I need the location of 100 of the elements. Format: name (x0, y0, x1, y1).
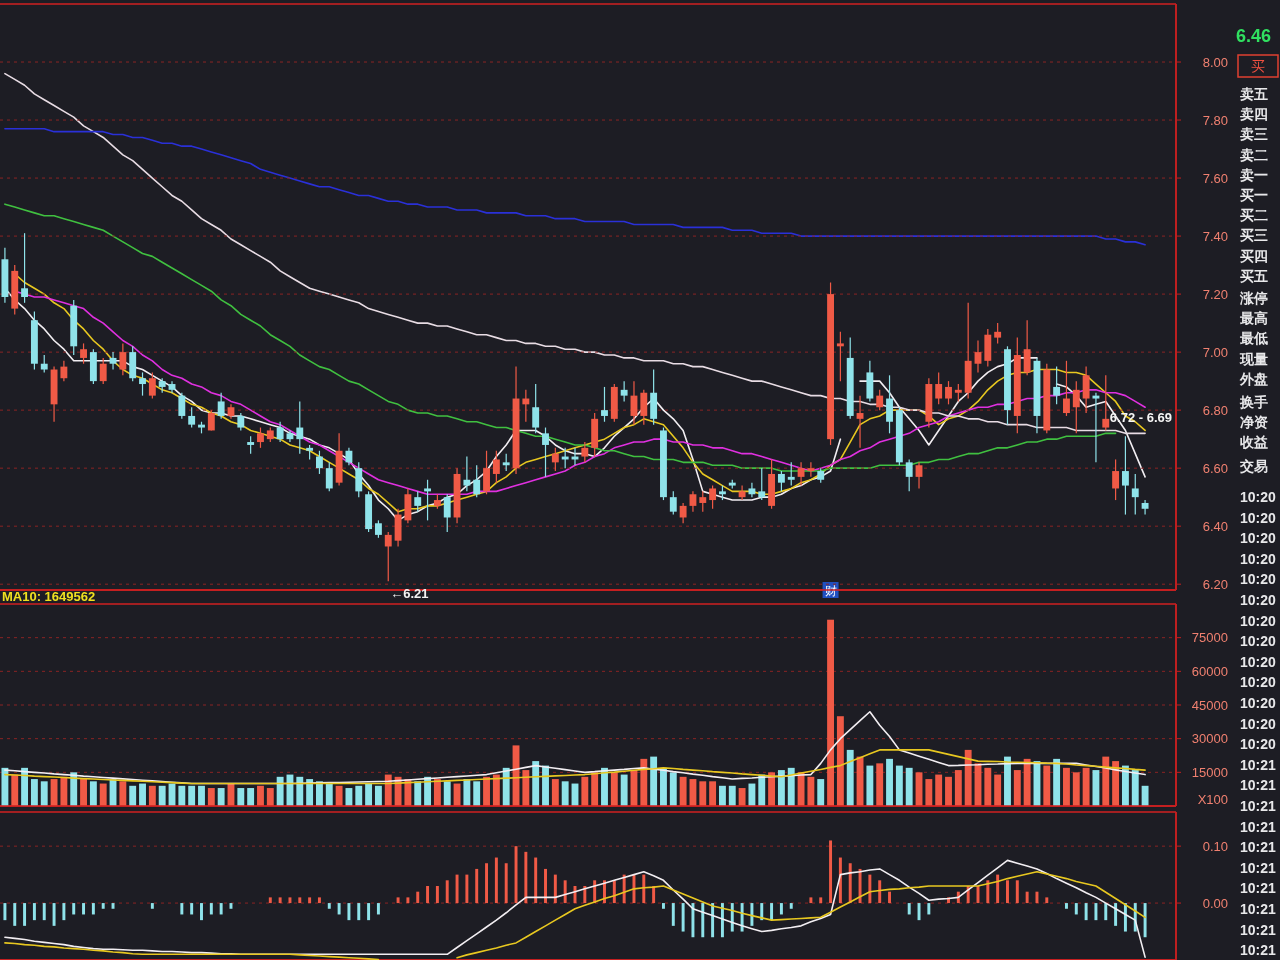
y-tick-label: 45000 (1191, 697, 1228, 713)
text: 卖二 (1240, 146, 1268, 163)
bar (878, 880, 882, 904)
bar (817, 779, 825, 806)
bar (1006, 880, 1009, 904)
bar (13, 903, 17, 926)
bar (91, 903, 95, 915)
bar (858, 868, 862, 904)
bar (846, 749, 854, 806)
bar (148, 785, 156, 806)
bar (720, 903, 724, 938)
bar (483, 776, 490, 806)
text: 换手 (1239, 394, 1268, 410)
bar (532, 761, 540, 806)
candlestick (1063, 360, 1070, 417)
candlestick (738, 484, 746, 501)
bar (563, 880, 567, 904)
y-tick-label: 15000 (1191, 764, 1228, 780)
candlestick (551, 447, 559, 472)
text: 买 (1251, 58, 1265, 74)
bar (180, 903, 184, 915)
candlestick (178, 392, 186, 420)
candlestick (542, 426, 549, 478)
bar (551, 779, 559, 806)
candlestick (414, 490, 422, 513)
bar (750, 903, 754, 926)
bar (553, 874, 557, 904)
text: 最高 (1239, 310, 1268, 327)
candlestick (640, 389, 648, 426)
text: 卖五 (1240, 86, 1268, 102)
bar (101, 903, 105, 909)
candlestick (257, 426, 264, 449)
text: 卖四 (1240, 106, 1268, 123)
bar (463, 779, 471, 806)
bar (787, 767, 795, 806)
bar (679, 776, 687, 806)
bar (257, 785, 264, 806)
y-tick-label: 6.40 (1202, 518, 1228, 534)
candlestick (1072, 380, 1080, 434)
bar (345, 788, 353, 806)
text: 涨停 (1239, 290, 1268, 306)
text: 买三 (1240, 227, 1268, 244)
bar (355, 785, 363, 806)
bar (1082, 767, 1090, 806)
bar (21, 767, 29, 806)
y-tick-label: 7.00 (1202, 344, 1228, 360)
bar (984, 767, 992, 806)
candlestick (1141, 499, 1149, 516)
candlestick (532, 383, 540, 434)
bar (1072, 772, 1080, 806)
text: 10:21 (1240, 859, 1277, 876)
y-tick-label: 6.20 (1202, 576, 1228, 592)
bar (278, 897, 282, 904)
bar (738, 788, 746, 806)
bar (1045, 897, 1049, 904)
bar (3, 903, 7, 921)
bar (1131, 770, 1139, 806)
candlestick (1131, 473, 1139, 516)
y-tick-label: 0.10 (1202, 838, 1228, 854)
bar (308, 897, 312, 904)
bar (1064, 903, 1068, 909)
bar (209, 903, 213, 915)
candlestick (581, 441, 589, 463)
bar (492, 774, 500, 806)
candlestick (443, 493, 451, 533)
bar (544, 868, 547, 904)
y-tick-label: 6.80 (1202, 402, 1228, 418)
bar (583, 886, 587, 904)
bar (494, 857, 498, 904)
candlestick (1112, 458, 1120, 501)
bar (661, 903, 665, 909)
bar (485, 863, 489, 904)
bar (1063, 767, 1070, 806)
bar (327, 903, 331, 909)
bar (650, 756, 658, 806)
candlestick (758, 467, 766, 501)
candlestick (748, 482, 756, 498)
text: 10:21 (1240, 921, 1277, 938)
bar (709, 781, 717, 806)
bar (522, 770, 530, 806)
bar (207, 788, 215, 806)
bar (316, 781, 323, 806)
bar (30, 779, 38, 806)
bar (1023, 758, 1031, 806)
bar (701, 903, 705, 938)
text: 买五 (1240, 267, 1268, 284)
bar (1013, 770, 1021, 806)
bar (561, 781, 569, 806)
bar (620, 774, 628, 806)
bar (1104, 903, 1108, 921)
bar (111, 903, 115, 909)
annotation: ←6.21 (390, 586, 429, 602)
bar (534, 857, 538, 904)
bar (306, 779, 314, 806)
text: 交易 (1239, 457, 1268, 474)
bar (317, 897, 321, 904)
candlestick (974, 339, 982, 374)
bar (935, 774, 943, 806)
candlestick (316, 450, 323, 475)
bar (288, 897, 292, 904)
